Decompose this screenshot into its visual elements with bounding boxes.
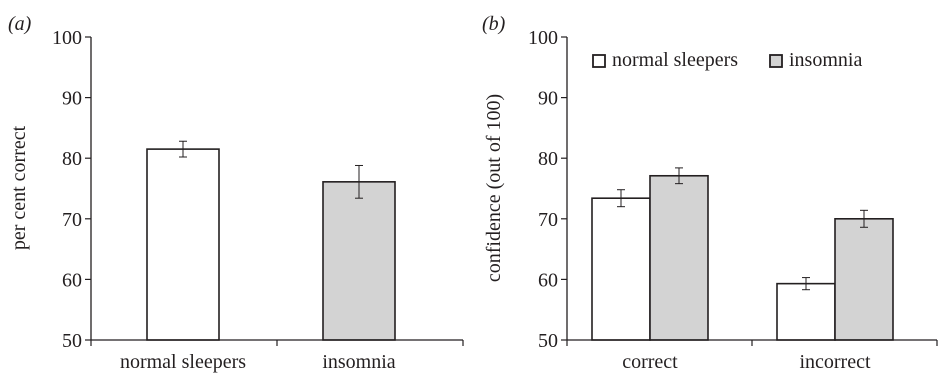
a-y-tick-label-4: 90: [62, 88, 82, 110]
b-bar-normal-sleepers-incorrect: [776, 282, 836, 341]
panel-a-bars: [146, 140, 396, 341]
a-y-tick-label-1: 60: [62, 269, 82, 291]
panel-a-y-ticks: 50 60 70 80 90 100: [52, 27, 91, 352]
legend-label-insomnia: insomnia: [789, 49, 862, 71]
b-y-tick-label-1: 60: [538, 269, 558, 291]
panel-b-axes: [566, 37, 938, 346]
panel-a-label: (a): [8, 13, 32, 35]
a-y-tick-label-5: 100: [52, 27, 82, 49]
a-x-tick-label-0: normal sleepers: [120, 351, 246, 373]
a-bar-insomnia-insomnia: [322, 181, 396, 341]
panel-b-x-tick-labels: correct incorrect: [622, 351, 871, 373]
chart-panel-b: (b) confidence (out of 100) 50 60 70 80 90 10…: [482, 13, 938, 373]
b-y-tick-label-3: 80: [538, 148, 558, 170]
panel-a-x-tick-labels: normal sleepers insomnia: [120, 351, 396, 373]
panel-b-label: (b): [482, 13, 506, 35]
legend-swatch-insomnia: [769, 54, 783, 68]
b-bar-insomnia-correct: [649, 174, 709, 341]
b-y-tick-label-4: 90: [538, 88, 558, 110]
panel-a-y-axis-title: per cent correct: [8, 125, 30, 250]
b-bar-insomnia-incorrect: [834, 218, 894, 341]
a-x-tick-label-1: insomnia: [322, 351, 395, 373]
chart-panel-a: (a) per cent correct 50 60 70 80 90 100 norma…: [8, 13, 464, 373]
panel-b-bars: [591, 167, 894, 341]
a-y-tick-label-0: 50: [62, 330, 82, 352]
legend-swatch-normal-sleepers: [592, 54, 606, 68]
panel-a-axes: [90, 37, 464, 346]
b-bar-normal-sleepers-correct: [591, 197, 651, 341]
b-x-tick-label-0: correct: [622, 351, 678, 373]
b-y-tick-label-0: 50: [538, 330, 558, 352]
a-bar-normal-sleepers-normal-sleepers: [146, 148, 220, 341]
panel-b-y-axis-title: confidence (out of 100): [483, 94, 505, 282]
b-y-tick-label-2: 70: [538, 209, 558, 231]
a-y-tick-label-2: 70: [62, 209, 82, 231]
panel-b-legend: normal sleepers insomnia: [592, 49, 862, 71]
panel-b-y-ticks: 50 60 70 80 90 100: [528, 27, 567, 352]
b-y-tick-label-5: 100: [528, 27, 558, 49]
legend-label-normal-sleepers: normal sleepers: [612, 49, 738, 71]
b-x-tick-label-1: incorrect: [799, 351, 871, 373]
a-y-tick-label-3: 80: [62, 148, 82, 170]
